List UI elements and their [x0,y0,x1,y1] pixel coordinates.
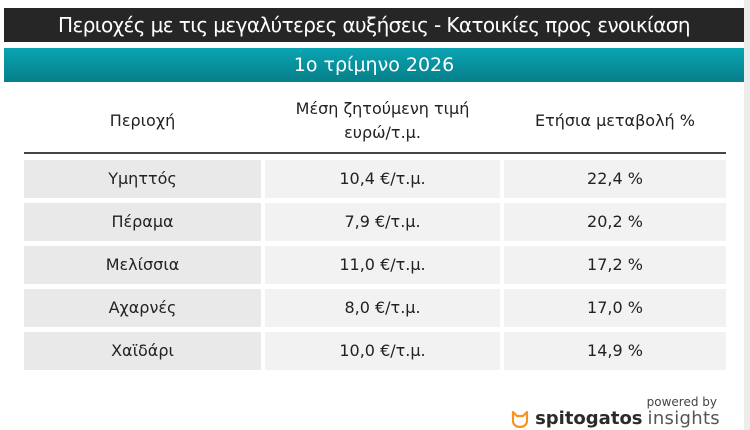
table-cell-price: 8,0 €/τ.μ. [265,289,500,327]
header-divider [24,152,726,154]
table-cell-price: 10,0 €/τ.μ. [265,332,500,370]
table-cell-area: Πέραμα [24,203,261,241]
table-cell-change: 17,0 % [504,289,726,327]
table-cell-change: 14,9 % [504,332,726,370]
table-cell-price: 11,0 €/τ.μ. [265,246,500,284]
table-title: Περιοχές με τις μεγαλύτερες αυξήσεις - Κ… [4,8,744,42]
table-cell-price: 10,4 €/τ.μ. [265,160,500,198]
table-cell-area: Αχαρνές [24,289,261,327]
header-change: Ετήσια μεταβολή % [535,111,695,130]
brand-name: spitogatos [535,408,643,429]
page-edge [744,0,750,430]
table-cell-area: Μελίσσια [24,246,261,284]
table-cell-area: Υμηττός [24,160,261,198]
table-cell-price: 7,9 €/τ.μ. [265,203,500,241]
brand-suffix: insights [647,408,720,429]
table-cell-change: 17,2 % [504,246,726,284]
spitogatos-logo: spitogatos insights [510,408,720,429]
table-cell-change: 20,2 % [504,203,726,241]
period-subtitle: 1ο τρίμηνο 2026 [4,48,744,82]
table-cell-area: Χαϊδάρι [24,332,261,370]
table-cell-change: 22,4 % [504,160,726,198]
header-price: Μέση ζητούμενη τιμή ευρώ/τ.μ. [295,99,470,142]
cat-icon [511,410,529,428]
powered-by: powered by [646,395,717,409]
header-area: Περιοχή [109,111,176,130]
